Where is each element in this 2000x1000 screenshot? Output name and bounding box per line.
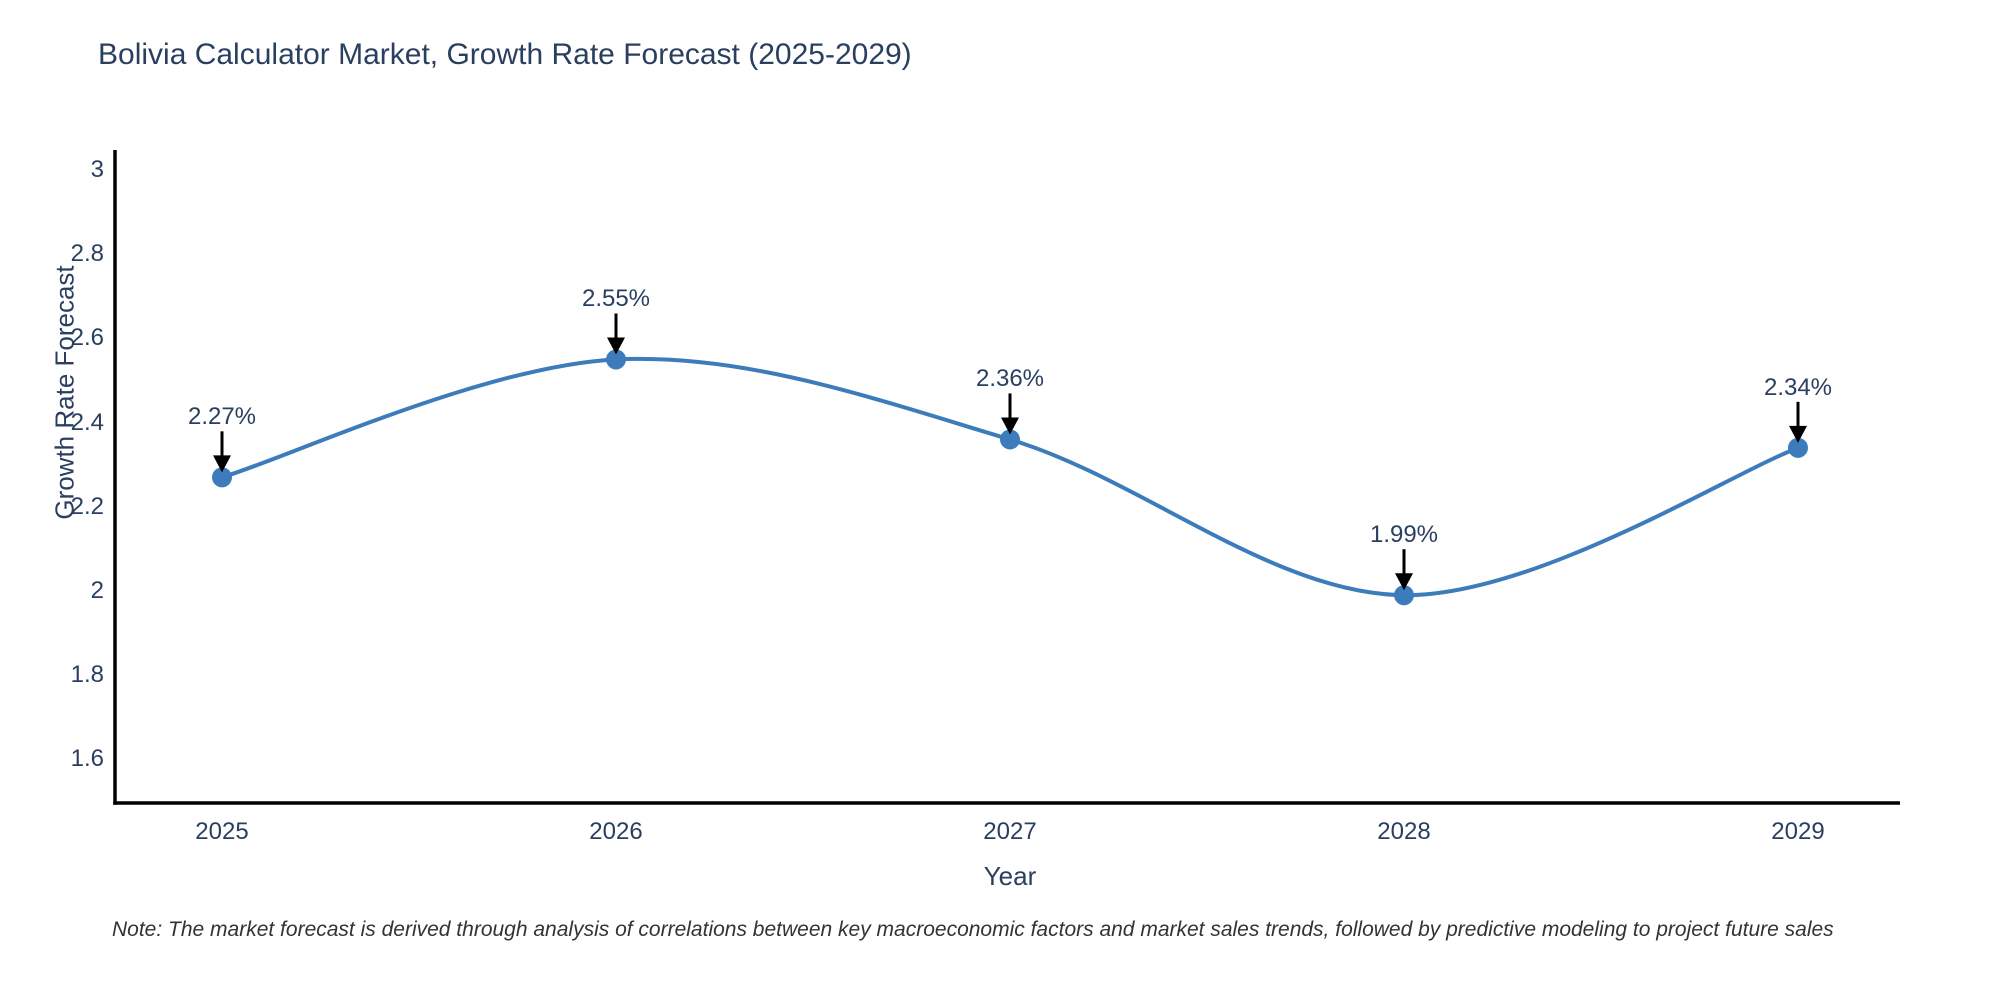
x-tick-label: 2027 — [983, 818, 1037, 845]
x-axis-title: Year — [983, 861, 1037, 891]
data-point-value-label: 2.55% — [581, 285, 651, 313]
data-point-marker — [212, 467, 232, 488]
data-point-value-label: 2.34% — [1763, 373, 1833, 401]
data-point-value-label: 2.36% — [975, 365, 1045, 393]
x-tick-label: 2025 — [195, 818, 249, 845]
data-point-marker — [1788, 437, 1808, 458]
annotation-arrow-head — [607, 337, 625, 355]
y-tick-label: 3 — [90, 156, 104, 183]
y-tick-label: 1.8 — [70, 661, 104, 689]
x-tick-label: 2026 — [589, 818, 643, 845]
y-tick-label: 2.8 — [70, 240, 104, 268]
y-tick-label: 2 — [90, 577, 104, 604]
y-tick-label: 2.2 — [70, 492, 104, 520]
y-axis-title: Growth Rate Forecast — [49, 265, 80, 520]
y-tick-label: 1.6 — [70, 745, 104, 773]
annotation-arrow-head — [1001, 417, 1019, 435]
y-tick-label: 2.4 — [70, 408, 104, 436]
annotation-arrow-head — [213, 455, 231, 473]
data-point-value-label: 1.99% — [1369, 521, 1439, 549]
data-point-marker — [606, 349, 626, 370]
y-tick-label: 2.6 — [70, 324, 104, 352]
x-tick-label: 2029 — [1771, 818, 1825, 845]
data-point-marker — [1394, 585, 1414, 606]
chart-title: Bolivia Calculator Market, Growth Rate F… — [98, 38, 912, 71]
annotation-arrow-head — [1395, 573, 1413, 591]
data-point-marker — [1000, 429, 1020, 450]
chart-note: Note: The market forecast is derived thr… — [112, 918, 1834, 941]
x-tick-label: 2028 — [1377, 818, 1431, 845]
data-point-value-label: 2.27% — [187, 403, 257, 431]
annotation-arrow-head — [1789, 425, 1807, 443]
